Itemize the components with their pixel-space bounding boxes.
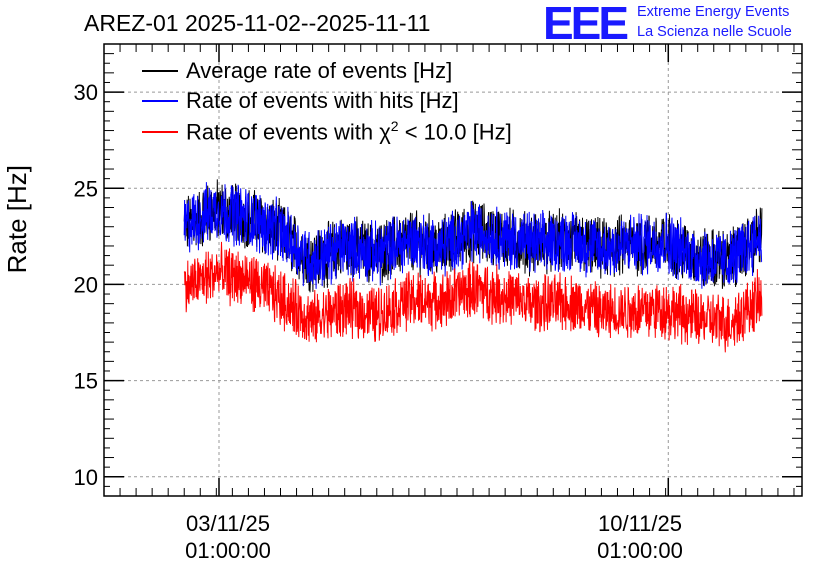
legend-label-average: Average rate of events [Hz]: [186, 58, 453, 83]
legend-chi2-prefix: Rate of events with: [186, 119, 380, 145]
legend-swatch-blue: [142, 100, 178, 102]
y-axis-label: Rate [Hz]: [2, 165, 32, 274]
legend-label-hits: Rate of events with hits [Hz]: [186, 88, 459, 113]
y-tick-label: 30: [74, 80, 98, 105]
legend-swatch-black: [142, 70, 178, 72]
eee-logo: EEE: [543, 0, 629, 49]
y-tick-label: 15: [74, 369, 98, 394]
legend-chi2-power: 2: [390, 118, 399, 134]
legend-label-chi2: Rate of events with χ2 < 10.0 [Hz]: [186, 118, 512, 145]
x-tick-1-date: 03/11/25: [185, 511, 270, 536]
plot-frame: [103, 43, 803, 497]
x-tick-label-2: 10/11/25 01:00:00: [580, 510, 700, 564]
axis-ticks: 10 15 20 25 30: [74, 43, 802, 497]
x-tick-2-date: 10/11/25: [597, 511, 682, 536]
legend-item-chi2: Rate of events with χ2 < 10.0 [Hz]: [142, 118, 512, 145]
chart-title: AREZ-01 2025-11-02--2025-11-11: [84, 10, 431, 36]
x-tick-1-time: 01:00:00: [185, 538, 271, 563]
y-tick-label: 10: [74, 465, 98, 490]
grid-lines: [104, 44, 802, 496]
legend-swatch-red: [142, 130, 178, 133]
x-tick-label-1: 03/11/25 01:00:00: [168, 510, 288, 564]
legend-chi2-suffix: < 10.0 [Hz]: [398, 119, 512, 145]
logo-line-1: Extreme Energy Events: [637, 4, 790, 20]
logo-line-2: La Scienza nelle Scuole: [637, 24, 792, 40]
y-tick-label: 25: [74, 176, 98, 201]
series-hits-line: [183, 182, 763, 289]
series-layer: [183, 179, 763, 353]
legend-chi2-symbol: χ: [379, 119, 391, 145]
legend-item-average: Average rate of events [Hz]: [142, 58, 452, 84]
x-tick-2-time: 01:00:00: [597, 538, 683, 563]
series-chi2-line: [183, 241, 763, 353]
legend-item-hits: Rate of events with hits [Hz]: [142, 88, 459, 114]
y-tick-label: 20: [74, 272, 98, 297]
